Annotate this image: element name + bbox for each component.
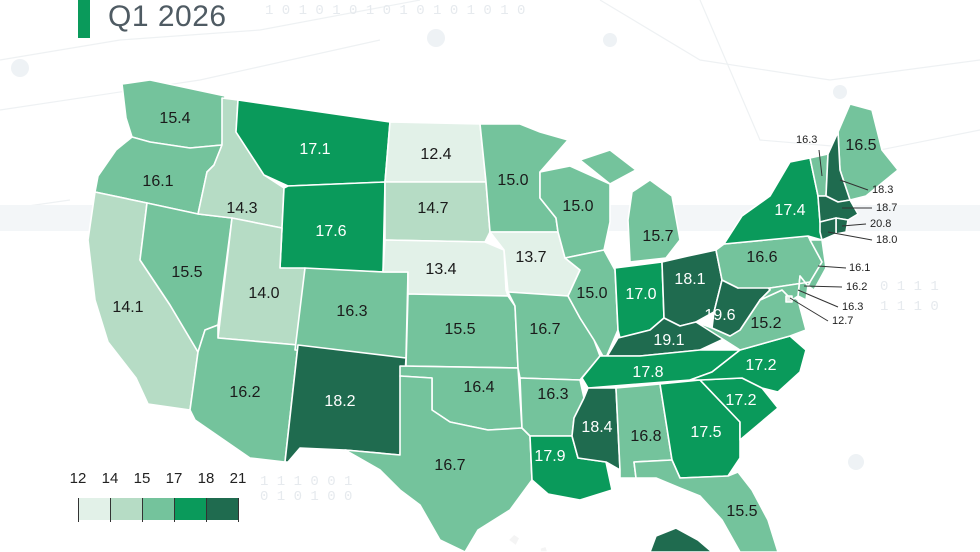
state-value-label: 15.2 [750, 315, 781, 332]
state-value-label: 19.6 [704, 307, 735, 324]
state-value-label: 16.1 [142, 173, 173, 190]
state-value-label: 16.2 [846, 281, 867, 293]
state-value-label: 16.3 [796, 134, 817, 146]
state-value-label: 17.2 [745, 357, 776, 374]
state-value-label: 17.1 [299, 141, 330, 158]
state-CT[interactable] [819, 217, 837, 241]
leader-line [841, 223, 867, 227]
leader-line [827, 231, 873, 241]
state-value-label: 12.4 [420, 146, 451, 163]
state-value-label: 15.0 [562, 198, 593, 215]
title-accent-bar [78, 0, 90, 38]
state-value-label: 17.2 [725, 392, 756, 409]
svg-text:1 1 1 0: 1 1 1 0 [880, 299, 939, 315]
state-value-label: 19.1 [653, 332, 684, 349]
legend-tick: 15 [133, 470, 151, 487]
legend-tick: 18 [197, 470, 215, 487]
state-value-label: 17.6 [315, 223, 346, 240]
svg-text:0 1 1 1: 0 1 1 1 [880, 279, 939, 295]
state-value-label: 14.3 [226, 200, 257, 217]
legend-swatch-5 [206, 498, 238, 520]
state-MD[interactable] [759, 275, 811, 301]
legend-tick: 12 [69, 470, 87, 487]
state-NJ[interactable] [807, 239, 827, 291]
state-value-label: 15.0 [576, 285, 607, 302]
state-value-label: 16.3 [336, 303, 367, 320]
state-value-label: 13.4 [425, 261, 456, 278]
legend-swatch-4 [174, 498, 206, 520]
state-value-label: 14.1 [112, 299, 143, 316]
state-value-label: 18.2 [324, 393, 355, 410]
state-FL[interactable] [633, 459, 779, 552]
legend-swatch-2 [110, 498, 142, 520]
legend-divider [78, 498, 79, 522]
state-MI[interactable] [579, 149, 681, 263]
legend-divider [174, 498, 175, 522]
svg-text:0 1 0 1 0 0: 0 1 0 1 0 0 [260, 489, 352, 505]
legend-swatch-1 [78, 498, 110, 520]
state-value-label: 16.3 [842, 301, 863, 313]
state-value-label: 16.4 [463, 379, 494, 396]
map-title: Q1 2026 [108, 0, 227, 33]
state-value-label: 15.0 [497, 172, 528, 189]
state-value-label: 16.1 [849, 262, 870, 274]
state-IL[interactable] [564, 249, 619, 361]
state-value-label: 15.7 [642, 228, 673, 245]
legend-tick: 17 [165, 470, 183, 487]
state-value-label: 17.4 [774, 202, 805, 219]
island [539, 545, 549, 552]
state-value-label: 14.7 [417, 200, 448, 217]
state-DC[interactable] [785, 295, 793, 303]
legend-tick: 21 [229, 470, 247, 487]
island [507, 533, 521, 547]
state-value-label: 18.0 [876, 234, 897, 246]
state-value-label: 16.6 [746, 249, 777, 266]
leader-line [839, 179, 869, 191]
legend-divider [206, 498, 207, 522]
state-TX[interactable] [344, 375, 533, 552]
state-value-label: 16.2 [229, 384, 260, 401]
state-value-label: 17.9 [534, 448, 565, 465]
state-value-label: 18.4 [581, 419, 612, 436]
map-legend: 12 14 15 17 18 21 [70, 470, 246, 526]
state-value-label: 15.5 [726, 503, 757, 520]
legend-divider [238, 498, 239, 522]
state-value-label: 16.3 [537, 386, 568, 403]
state-value-label: 15.5 [171, 264, 202, 281]
svg-text:1 0 1 0 1 0 1 0 1 0 1 0 1 0 1: 1 0 1 0 1 0 1 0 1 0 1 0 1 0 1 0 [265, 3, 525, 19]
leader-line [818, 149, 823, 177]
state-value-label: 15.4 [159, 110, 190, 127]
leader-line [803, 285, 843, 288]
legend-divider [110, 498, 111, 522]
leader-line [797, 289, 839, 308]
state-SD[interactable] [384, 181, 491, 243]
state-AK[interactable] [649, 527, 713, 552]
svg-text:1 1 1 0 0 1: 1 1 1 0 0 1 [260, 474, 352, 490]
state-value-label: 16.7 [529, 321, 560, 338]
state-value-label: 16.7 [434, 457, 465, 474]
state-value-label: 13.7 [515, 249, 546, 266]
state-value-label: 18.7 [876, 202, 897, 214]
state-value-label: 20.8 [870, 218, 891, 230]
state-value-label: 15.5 [444, 321, 475, 338]
leader-line [789, 297, 829, 322]
legend-tick: 14 [101, 470, 119, 487]
state-value-label: 18.1 [674, 271, 705, 288]
state-value-label: 17.5 [690, 424, 721, 441]
state-value-label: 16.8 [630, 428, 661, 445]
state-value-label: 16.5 [845, 137, 876, 154]
legend-swatch-3 [142, 498, 174, 520]
state-value-label: 18.3 [872, 184, 893, 196]
state-value-label: 12.7 [832, 315, 853, 327]
legend-divider [142, 498, 143, 522]
state-value-label: 14.0 [248, 285, 279, 302]
state-value-label: 17.8 [632, 364, 663, 381]
leader-line [817, 265, 847, 269]
state-value-label: 17.0 [625, 286, 656, 303]
